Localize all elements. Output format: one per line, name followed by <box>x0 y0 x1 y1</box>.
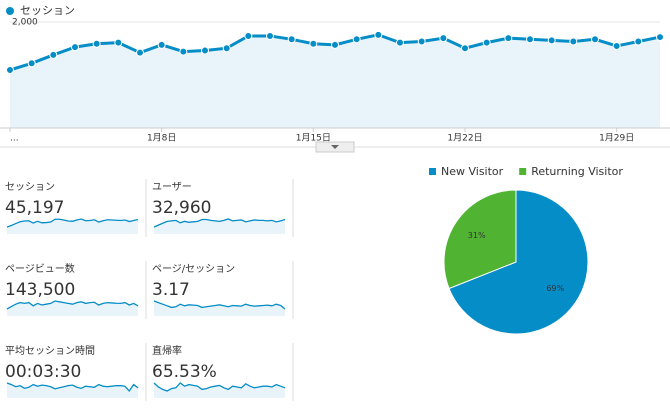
point <box>244 31 253 40</box>
legend-dot <box>6 7 14 15</box>
x-tick-label: 1月8日 <box>147 133 176 144</box>
point <box>27 59 36 68</box>
point <box>266 31 274 40</box>
x-tick-label: 1月22日 <box>447 133 482 144</box>
point <box>417 37 426 46</box>
metric-label: ページ/セッション <box>152 263 235 275</box>
sparkline <box>153 218 286 228</box>
metric-label: 平均セッション時間 <box>5 345 95 357</box>
pie-slice <box>448 189 589 335</box>
metric-value: 65.53% <box>152 362 217 382</box>
sparkline <box>6 218 139 228</box>
slice-label: 69% <box>546 284 564 293</box>
sparkline-area <box>7 219 138 234</box>
point <box>634 37 643 46</box>
area <box>10 34 660 129</box>
point <box>547 36 556 45</box>
point <box>222 44 231 53</box>
metric-value: 45,197 <box>5 198 64 218</box>
metric-label: ページビュー数 <box>5 262 75 275</box>
legend-label: Returning Visitor <box>531 165 623 178</box>
handle-arrow <box>331 145 339 149</box>
point <box>71 43 79 52</box>
legend-swatch <box>429 168 436 175</box>
y-tick-label: 2,000 <box>12 18 38 28</box>
metric-value: 3.17 <box>152 280 190 300</box>
sparkline <box>153 382 286 392</box>
point <box>136 48 144 57</box>
sparkline-area <box>154 219 285 234</box>
metric-value: 143,500 <box>5 280 75 300</box>
metric-label: セッション <box>5 181 55 193</box>
point <box>49 50 58 59</box>
legend-label: セッション <box>20 4 75 17</box>
sparkline <box>6 382 139 393</box>
x-tick-label: 1月29日 <box>599 133 634 144</box>
point <box>287 35 296 44</box>
metric-label: ユーザー <box>152 181 192 193</box>
legend-swatch <box>519 168 527 175</box>
point <box>374 30 383 39</box>
metric-label: 直帰率 <box>152 344 182 357</box>
x-tick-label: 1月15日 <box>296 133 331 144</box>
slice-label: 31% <box>468 231 486 240</box>
point <box>461 44 469 53</box>
sparkline-area <box>154 383 285 398</box>
point <box>612 41 621 50</box>
point <box>569 37 578 46</box>
metric-value: 00:03:30 <box>5 362 81 382</box>
x-tick-label: ... <box>10 134 19 144</box>
point <box>352 35 361 44</box>
point <box>114 38 123 47</box>
point <box>92 39 101 48</box>
point <box>179 47 188 56</box>
pie-slice <box>443 189 517 290</box>
sparkline <box>153 300 286 310</box>
point <box>331 40 339 49</box>
point <box>482 38 491 47</box>
point <box>591 35 599 44</box>
point <box>526 35 534 44</box>
point <box>6 65 14 74</box>
sparkline <box>6 300 139 310</box>
legend-label: New Visitor <box>441 165 504 178</box>
point <box>309 39 318 48</box>
point <box>157 40 166 49</box>
sparkline-area <box>154 301 285 316</box>
point <box>201 46 209 55</box>
metric-value: 32,960 <box>152 198 211 218</box>
point <box>396 38 404 47</box>
point <box>504 34 513 43</box>
point <box>656 33 664 42</box>
point <box>439 34 448 43</box>
